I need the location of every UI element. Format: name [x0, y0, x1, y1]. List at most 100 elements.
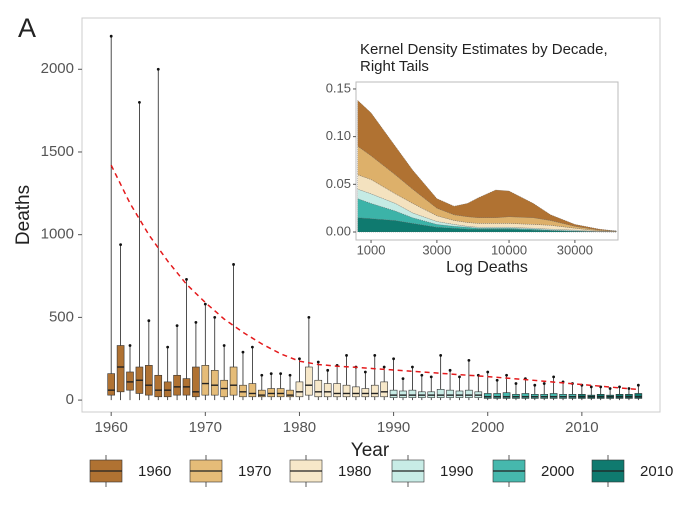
inset-x-tick-label: 3000 — [422, 242, 451, 257]
max-point — [326, 368, 330, 372]
y-tick-label: 1500 — [41, 143, 74, 160]
box — [446, 389, 454, 398]
max-point — [222, 344, 226, 347]
max-point — [109, 34, 113, 38]
legend-label: 1960 — [138, 463, 171, 480]
max-point — [316, 360, 320, 364]
density-area — [357, 217, 617, 233]
x-tick-label: 1970 — [189, 419, 222, 436]
inset-y-tick-label: 0.00 — [326, 223, 351, 238]
box — [229, 366, 238, 396]
y-axis-label: Deaths — [13, 185, 34, 245]
max-point — [166, 345, 170, 349]
max-point — [345, 354, 348, 357]
max-point — [533, 383, 537, 387]
max-point — [542, 382, 546, 385]
box — [549, 393, 558, 399]
max-point — [279, 372, 283, 376]
max-point — [429, 375, 433, 379]
max-point — [147, 319, 151, 323]
box — [389, 389, 398, 398]
max-point — [128, 344, 132, 347]
panel-label: A — [18, 13, 36, 43]
x-tick-label: 1990 — [377, 419, 410, 436]
max-point — [627, 387, 631, 390]
box — [352, 386, 360, 398]
max-point — [401, 377, 405, 380]
max-point — [363, 370, 367, 374]
max-point — [495, 378, 499, 382]
x-axis-label: Year — [351, 440, 390, 461]
density-area — [357, 99, 617, 232]
box — [258, 389, 266, 398]
inset-x-tick-label: 1000 — [357, 242, 386, 257]
box — [210, 370, 219, 396]
legend-label: 1990 — [440, 463, 473, 480]
max-point — [458, 375, 461, 379]
box — [323, 383, 332, 398]
box — [248, 383, 257, 398]
max-point — [439, 354, 443, 357]
box — [314, 379, 323, 398]
box — [286, 389, 294, 398]
inset-x-tick-label: 10000 — [491, 242, 527, 257]
legend-label: 2000 — [541, 463, 574, 480]
max-point — [213, 315, 217, 319]
box — [502, 392, 511, 399]
trend-line — [110, 164, 639, 391]
max-point — [486, 370, 490, 374]
max-point — [194, 320, 198, 324]
y-tick-label: 0 — [66, 391, 74, 408]
box — [408, 389, 417, 398]
box — [173, 374, 181, 396]
box — [201, 365, 210, 396]
max-point — [241, 350, 245, 354]
x-tick-label: 2000 — [471, 419, 504, 436]
max-point — [608, 387, 612, 390]
max-point — [505, 373, 508, 377]
inset-x-axis-label: Log Deaths — [446, 259, 528, 276]
x-tick-label: 2010 — [565, 419, 598, 436]
legend-label: 1980 — [338, 463, 371, 480]
inset-background — [300, 40, 652, 282]
box — [163, 381, 172, 398]
max-point — [232, 263, 235, 266]
inset-title: Kernel Density Estimates by Decade, — [360, 41, 608, 58]
max-point — [589, 385, 593, 389]
y-tick-label: 1000 — [41, 226, 74, 243]
max-point — [288, 373, 292, 377]
box — [380, 381, 388, 398]
max-point — [618, 385, 621, 389]
y-tick-label: 2000 — [41, 60, 74, 77]
density-area — [357, 145, 617, 232]
box — [483, 393, 492, 399]
max-point — [307, 315, 311, 319]
x-tick-label: 1980 — [283, 419, 316, 436]
box — [267, 388, 276, 398]
box — [276, 388, 285, 398]
box — [239, 384, 247, 398]
max-point — [552, 375, 556, 379]
max-point — [448, 368, 452, 372]
max-point — [119, 243, 122, 247]
plot-frame — [81, 17, 661, 413]
inset-frame — [355, 81, 619, 241]
box — [116, 345, 125, 393]
max-point — [138, 100, 141, 104]
max-point — [420, 373, 424, 377]
box — [107, 373, 115, 396]
box — [493, 393, 501, 399]
inset-y-tick-label: 0.10 — [326, 128, 351, 143]
box — [333, 383, 341, 398]
box — [145, 365, 153, 396]
box — [521, 393, 530, 399]
max-point — [298, 357, 301, 361]
box — [305, 366, 313, 396]
legend-label: 1970 — [238, 463, 271, 480]
box — [295, 381, 304, 398]
max-point — [250, 345, 254, 349]
y-tick-label: 500 — [49, 308, 74, 325]
box — [192, 366, 200, 398]
max-point — [260, 373, 264, 377]
